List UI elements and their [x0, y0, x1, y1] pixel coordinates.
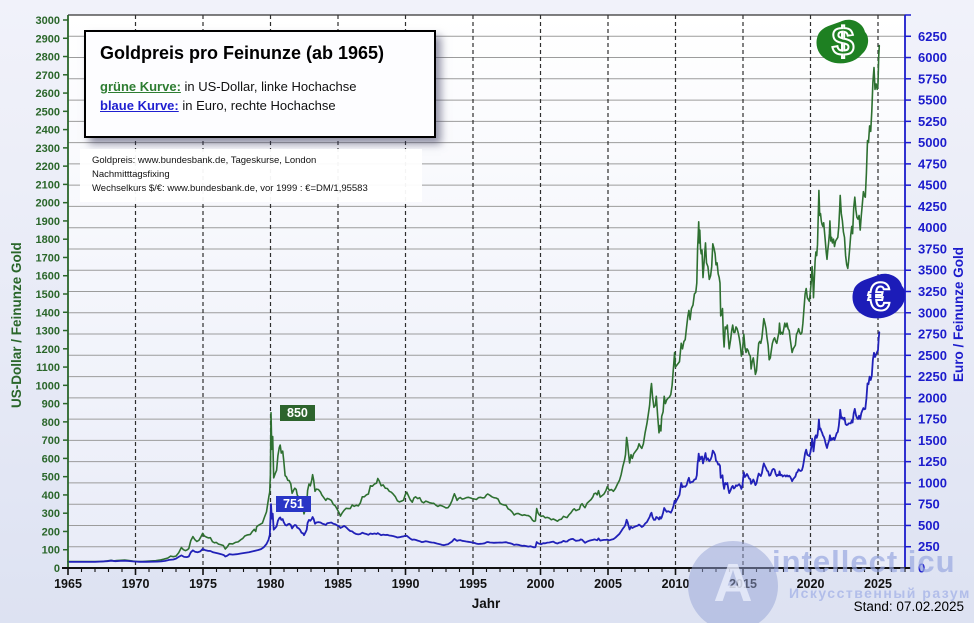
left-tick-label: 2100 [36, 179, 60, 191]
x-tick-label: 1970 [122, 577, 150, 591]
source-line-2: Nachmitttagsfixing [92, 169, 170, 180]
eur-curve [67, 331, 881, 563]
x-tick-label: 2020 [797, 577, 825, 591]
legend-eur: blaue Kurve: in Euro, rechte Hochachse [100, 96, 420, 115]
x-tick-label: 1980 [257, 577, 285, 591]
right-tick-label: 0 [918, 561, 925, 576]
watermark-brand: intellect.icu [772, 544, 956, 579]
left-tick-label: 2200 [36, 161, 60, 173]
right-tick-label: 1000 [918, 475, 947, 490]
watermark-logo-letter: A [713, 553, 753, 613]
right-tick-label: 2000 [918, 390, 947, 405]
x-tick-label: 2000 [527, 577, 555, 591]
x-tick-label: 2005 [594, 577, 622, 591]
dollar-icon: $ [816, 19, 869, 65]
left-tick-label: 0 [54, 563, 60, 575]
right-tick-label: 3500 [918, 263, 947, 278]
right-tick-label: 2250 [918, 369, 947, 384]
left-tick-label: 700 [42, 435, 60, 447]
right-tick-label: 4250 [918, 199, 947, 214]
x-tick-label: 1990 [392, 577, 420, 591]
right-axis-title: Euro / Feinunze Gold [951, 247, 966, 382]
euro-glyph: € [868, 275, 890, 319]
left-tick-label: 1700 [36, 252, 60, 264]
left-tick-label: 2500 [36, 106, 60, 118]
title-box: Goldpreis pro Feinunze (ab 1965) grüne K… [84, 30, 436, 138]
right-tick-label: 4500 [918, 178, 947, 193]
right-tick-label: 6000 [918, 50, 947, 65]
left-tick-label: 2400 [36, 125, 60, 137]
left-tick-label: 2000 [36, 198, 60, 210]
legend-usd: grüne Kurve: in US-Dollar, linke Hochach… [100, 77, 420, 96]
left-tick-label: 1900 [36, 216, 60, 228]
left-tick-label: 400 [42, 490, 60, 502]
left-tick-label: 2700 [36, 70, 60, 82]
legend-usd-text: in US-Dollar, linke Hochachse [180, 79, 357, 94]
left-tick-label: 600 [42, 453, 60, 465]
left-tick-label: 1300 [36, 326, 60, 338]
left-tick-label: 1800 [36, 234, 60, 246]
right-tick-label: 3000 [918, 305, 947, 320]
left-tick-label: 3000 [36, 15, 60, 27]
left-tick-label: 100 [42, 545, 60, 557]
left-tick-label: 1600 [36, 271, 60, 283]
left-tick-label: 2600 [36, 88, 60, 100]
legend-eur-text: in Euro, rechte Hochachse [178, 98, 336, 113]
x-tick-label: 2010 [662, 577, 690, 591]
left-tick-label: 2800 [36, 52, 60, 64]
right-tick-label: 1750 [918, 412, 947, 427]
right-tick-label: 500 [918, 518, 940, 533]
right-tick-label: 750 [918, 497, 940, 512]
legend-usd-label: grüne Kurve: [100, 79, 181, 94]
x-tick-label: 2025 [864, 577, 892, 591]
left-tick-label: 200 [42, 526, 60, 538]
left-tick-label: 800 [42, 417, 60, 429]
right-tick-label: 5750 [918, 71, 947, 86]
left-tick-label: 300 [42, 508, 60, 520]
right-tick-label: 2500 [918, 348, 947, 363]
left-tick-label: 1100 [36, 362, 60, 374]
usd-peak-label: 850 [280, 405, 315, 421]
x-tick-label: 1975 [189, 577, 217, 591]
right-tick-label: 6250 [918, 29, 947, 44]
euro-icon: € [852, 273, 906, 320]
dollar-glyph: $ [832, 20, 854, 64]
right-tick-label: 3750 [918, 241, 947, 256]
eur-peak-label: 751 [276, 496, 311, 512]
source-line-1: Goldpreis: www.bundesbank.de, Tageskurse… [92, 155, 317, 166]
right-tick-label: 2750 [918, 327, 947, 342]
right-tick-label: 5500 [918, 93, 947, 108]
chart-title: Goldpreis pro Feinunze (ab 1965) [100, 43, 385, 63]
left-tick-label: 1500 [36, 289, 60, 301]
source-note: Goldpreis: www.bundesbank.de, Tageskurse… [80, 149, 422, 202]
left-tick-label: 2900 [36, 33, 60, 45]
right-tick-label: 1500 [918, 433, 947, 448]
right-tick-label: 250 [918, 539, 940, 554]
left-tick-label: 900 [42, 399, 60, 411]
watermark-subtitle: Искусственный разум [789, 585, 971, 601]
left-tick-label: 1200 [36, 344, 60, 356]
legend-eur-label: blaue Kurve: [100, 98, 179, 113]
left-tick-label: 500 [42, 472, 60, 484]
right-tick-label: 4750 [918, 156, 947, 171]
left-axis-title: US-Dollar / Feinunze Gold [9, 242, 24, 408]
watermark-logo: A [688, 541, 778, 623]
stand-date: Stand: 07.02.2025 [853, 599, 964, 614]
right-tick-label: 3250 [918, 284, 947, 299]
x-tick-label: 1995 [459, 577, 487, 591]
right-tick-label: 1250 [918, 454, 947, 469]
usd-curve [67, 44, 881, 563]
right-tick-label: 5250 [918, 114, 947, 129]
left-tick-label: 1000 [36, 380, 60, 392]
source-line-3: Wechselkurs $/€: www.bundesbank.de, vor … [92, 183, 368, 194]
x-axis-title: Jahr [471, 596, 501, 611]
x-tick-label: 1985 [324, 577, 352, 591]
right-tick-label: 5000 [918, 135, 947, 150]
x-tick-label: 1965 [54, 577, 82, 591]
left-tick-label: 1400 [36, 307, 60, 319]
left-tick-label: 2300 [36, 143, 60, 155]
right-tick-label: 4000 [918, 220, 947, 235]
